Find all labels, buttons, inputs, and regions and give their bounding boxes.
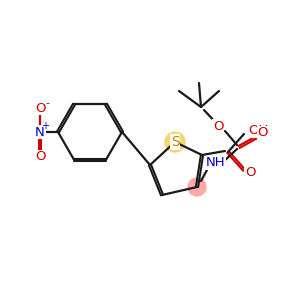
Text: OH: OH	[248, 124, 268, 137]
Circle shape	[188, 178, 206, 196]
Text: N: N	[35, 125, 45, 139]
Text: -: -	[45, 98, 49, 108]
Text: O: O	[35, 151, 45, 164]
Text: O: O	[258, 127, 268, 140]
Text: S: S	[171, 135, 179, 149]
Text: NH: NH	[206, 157, 226, 169]
Text: O: O	[35, 101, 45, 115]
Text: O: O	[245, 167, 255, 179]
Circle shape	[165, 132, 185, 152]
Text: +: +	[41, 121, 49, 131]
Text: O: O	[213, 119, 223, 133]
